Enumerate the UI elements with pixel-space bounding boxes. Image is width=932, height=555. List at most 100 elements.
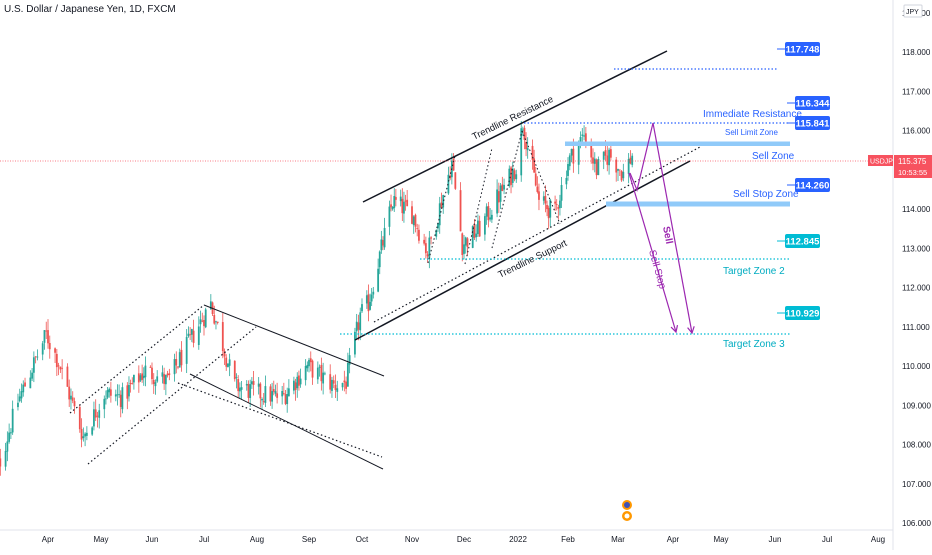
candle-body xyxy=(164,374,167,385)
candle-body xyxy=(372,291,375,295)
level-116344-label-text: 116.344 xyxy=(796,99,831,110)
candle-body xyxy=(209,301,212,310)
candle-body xyxy=(235,377,238,378)
candle-body xyxy=(560,184,563,201)
candle-body xyxy=(343,380,346,383)
candle-body xyxy=(359,312,362,331)
candle-body xyxy=(316,367,319,380)
candle-body xyxy=(322,372,325,384)
pattern-line xyxy=(521,130,561,225)
candle-body xyxy=(247,383,250,398)
price-tag-countdown: 10:53:55 xyxy=(898,168,927,177)
candle-body xyxy=(119,394,122,407)
candle-body xyxy=(293,380,295,391)
candle-body xyxy=(341,382,344,388)
candle-body xyxy=(96,415,99,417)
time-tick-label: 2022 xyxy=(509,535,527,544)
time-tick-label: Nov xyxy=(405,535,419,544)
candle-body xyxy=(178,352,181,368)
candle-body xyxy=(223,351,226,357)
candle-body xyxy=(361,304,363,312)
candle-body xyxy=(520,128,523,176)
time-axis[interactable]: Apr May Jun Jul Aug Sep Oct Nov Dec 2022 Feb Mar Apr… xyxy=(0,529,893,544)
candle-body xyxy=(18,396,21,402)
time-tick-label: Jul xyxy=(822,535,832,544)
currency-badge-text: JPY xyxy=(906,9,919,16)
candle-body xyxy=(320,364,323,382)
sell-stop-arrow-head xyxy=(670,325,679,334)
candle-body xyxy=(546,204,548,210)
candle-body xyxy=(201,320,204,322)
time-tick-label: Apr xyxy=(667,535,680,544)
price-tick-label: 111.000 xyxy=(902,323,930,332)
candle-body xyxy=(329,374,332,390)
candle-body xyxy=(583,135,585,137)
candle-body xyxy=(336,388,339,392)
candle-body xyxy=(156,376,159,382)
candle-body xyxy=(534,173,537,186)
symbol-tag-text: USDJPY xyxy=(870,159,898,166)
price-tick-label: 117.000 xyxy=(902,87,931,96)
candle-body xyxy=(281,390,284,397)
candle-body xyxy=(508,168,511,186)
level-112845-label xyxy=(785,234,820,248)
candle-body xyxy=(577,144,580,165)
candle-body xyxy=(590,144,593,158)
candle-body xyxy=(438,203,441,226)
price-axis[interactable]: 106.000 107.000 108.000 109.000 110.000 111.0… xyxy=(892,0,931,550)
price-tag-value: 115.375 xyxy=(898,157,927,166)
candle-body xyxy=(233,360,236,380)
candle-body xyxy=(190,329,193,335)
candle-body xyxy=(622,171,625,179)
candle-body xyxy=(276,393,279,398)
candle-body xyxy=(48,342,51,350)
candle-body xyxy=(78,406,81,430)
candle-body xyxy=(423,239,426,244)
level-116344-label xyxy=(795,96,830,110)
candle-body xyxy=(357,322,360,330)
candle-body xyxy=(331,379,333,391)
candle-body xyxy=(126,385,129,399)
candle-body xyxy=(388,206,391,227)
level-115841-label-text: 115.841 xyxy=(796,119,831,130)
candle-body xyxy=(177,366,179,368)
candle-body xyxy=(239,387,241,392)
candle-body xyxy=(452,158,455,171)
time-tick-label: Aug xyxy=(250,535,264,544)
candle-body xyxy=(166,373,169,376)
candle-body xyxy=(237,379,240,392)
candle-body xyxy=(555,204,558,206)
candle-body xyxy=(85,432,88,436)
candle-body xyxy=(36,356,39,358)
candle-body xyxy=(595,159,598,176)
candle-body xyxy=(604,150,607,156)
candle-body xyxy=(579,137,582,144)
candle-body xyxy=(93,409,95,427)
candle-body xyxy=(403,201,405,214)
candle-body xyxy=(554,201,556,204)
candle-body xyxy=(284,394,287,404)
price-tick-label: 113.000 xyxy=(902,244,931,253)
candle-body xyxy=(503,184,505,190)
candle-body xyxy=(271,391,273,402)
currency-badge[interactable] xyxy=(903,4,923,18)
candle-body xyxy=(324,373,326,375)
candle-body xyxy=(490,214,493,220)
candle-body xyxy=(412,216,415,226)
sell-limit-zone-label: Sell Limit Zone xyxy=(725,128,778,137)
price-tick-label: 114.000 xyxy=(902,205,931,214)
candle-body xyxy=(620,170,623,181)
candle-body xyxy=(369,301,371,310)
candle-body xyxy=(133,374,135,383)
candle-body xyxy=(250,381,253,385)
candle-body xyxy=(10,432,12,434)
candle-body xyxy=(261,398,263,401)
candle-body xyxy=(54,348,56,353)
candle-body xyxy=(128,384,130,397)
candle-body xyxy=(531,145,534,160)
candle-body xyxy=(440,202,443,208)
candle-body xyxy=(334,384,337,391)
candle-body xyxy=(109,389,112,396)
price-tick-label: 118.000 xyxy=(902,48,931,57)
